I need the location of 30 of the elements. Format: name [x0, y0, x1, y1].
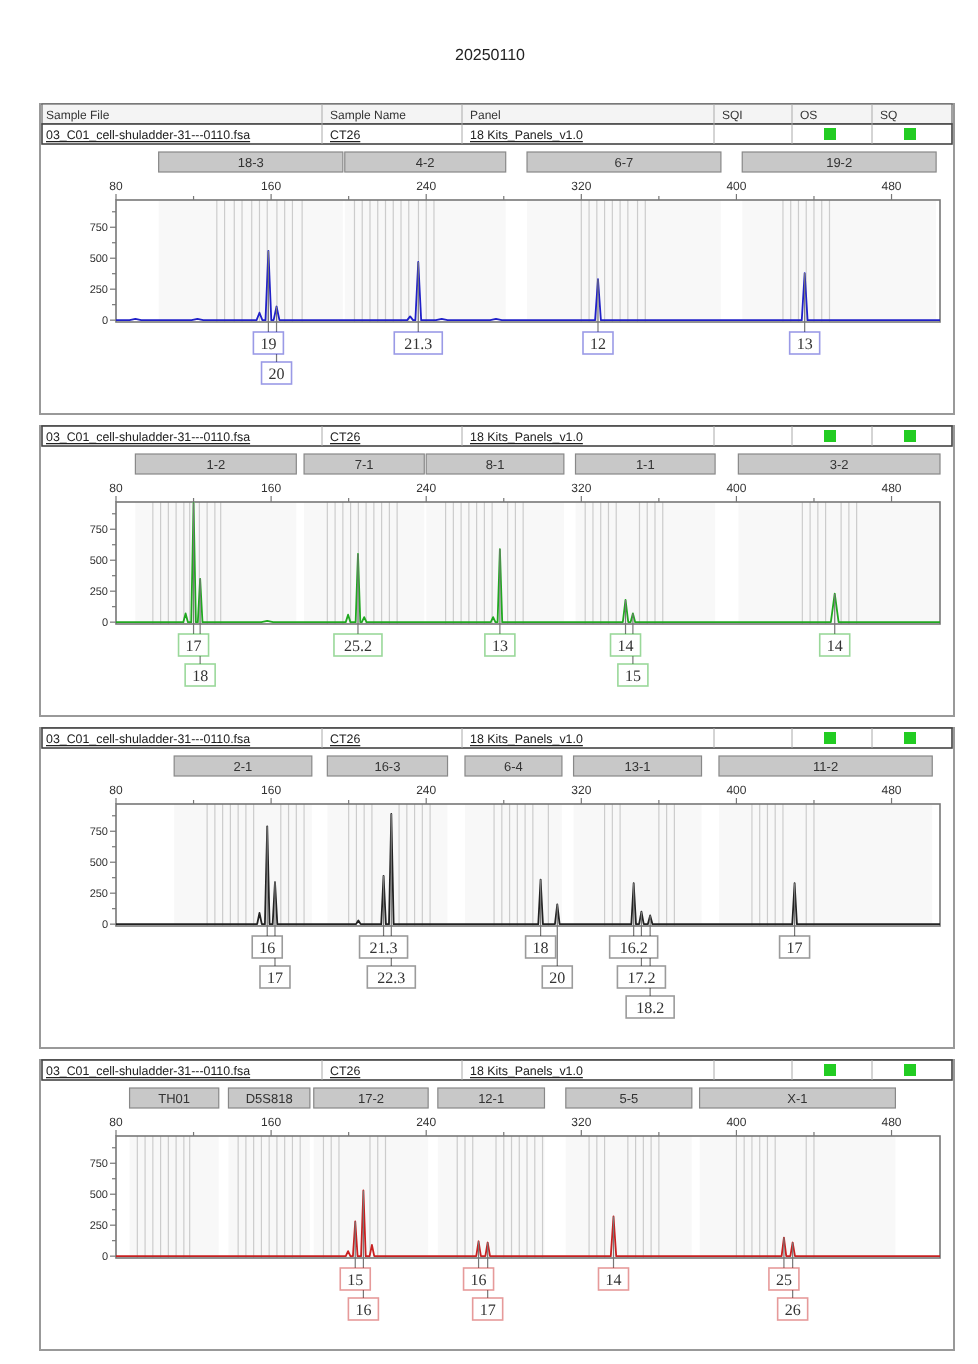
annotation: 17: [479, 1301, 496, 1319]
annotation: 16: [470, 1271, 487, 1289]
chart-title: 20250110: [455, 46, 527, 64]
annotation: 26: [784, 1301, 801, 1319]
annotation: 16.2: [619, 939, 648, 957]
annotation: 13: [796, 335, 813, 353]
annotation: 17: [786, 939, 803, 957]
annotation: 16: [355, 1301, 372, 1319]
annotation: 17.2: [627, 969, 656, 987]
annotation: 14: [617, 637, 634, 655]
annotation: 15: [347, 1271, 364, 1289]
annotation: 16: [259, 939, 276, 957]
annotation: 18: [532, 939, 549, 957]
annotation: 18.2: [636, 999, 665, 1017]
annotation: 21.3: [369, 939, 398, 957]
annotation: 14: [826, 637, 843, 655]
annotation: 14: [605, 1271, 622, 1289]
annotation: 22.3: [377, 969, 406, 987]
annotation: 17: [185, 637, 202, 655]
annotation: 18: [192, 667, 209, 685]
annotation: 17: [266, 969, 283, 987]
annotation: 20: [549, 969, 566, 987]
annotation: 15: [624, 667, 641, 685]
annotation: 12: [589, 335, 606, 353]
annotation: 25.2: [343, 637, 372, 655]
annotation: 25: [775, 1271, 792, 1289]
annotation: 19: [260, 335, 277, 353]
annotation: 20: [268, 365, 285, 383]
annotation: 13: [491, 637, 508, 655]
annotation: 21.3: [404, 335, 433, 353]
